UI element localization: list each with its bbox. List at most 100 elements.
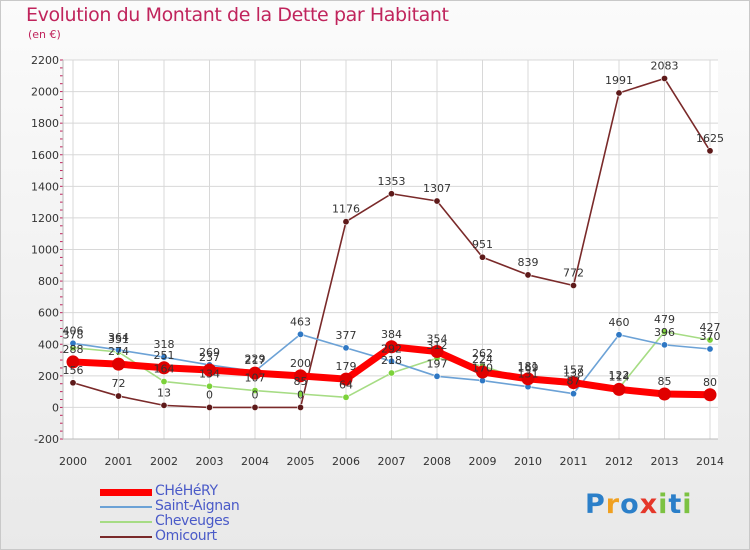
series-0-data-label: 237 [199, 351, 220, 364]
series-3-point [706, 147, 714, 155]
series-1-data-label: 370 [700, 330, 721, 343]
x-tick-label: 2002 [150, 455, 178, 468]
series-0-point [157, 361, 171, 375]
series-3-data-label: 1625 [696, 132, 724, 145]
series-1-data-label: 131 [518, 368, 539, 381]
series-layer [66, 74, 717, 411]
series-1-data-label: 406 [63, 324, 84, 337]
y-tick-label: 1200 [31, 212, 59, 225]
series-0-data-label: 288 [63, 343, 84, 356]
x-tick-label: 2013 [651, 455, 679, 468]
series-2-data-label: 85 [294, 375, 308, 388]
series-0-data-label: 251 [154, 349, 175, 362]
series-3-data-label: 13 [157, 386, 171, 399]
x-tick-label: 2001 [105, 455, 133, 468]
series-3-data-label: 1307 [423, 182, 451, 195]
series-0-data-label: 274 [108, 345, 129, 358]
series-1-data-label: 396 [654, 326, 675, 339]
y-tick-label: 1800 [31, 117, 59, 130]
series-0-point [703, 388, 717, 402]
y-tick-label: 2000 [31, 86, 59, 99]
series-3-point [433, 197, 441, 205]
series-2-data-label: 427 [700, 321, 721, 334]
series-0-data-label: 217 [245, 354, 266, 367]
series-1-data-label: 463 [290, 315, 311, 328]
series-3-point [296, 403, 304, 411]
y-tick-label: 600 [38, 307, 59, 320]
data-labels: 156 72 13 0 0 0 1176 1353 1307 951 839 772 1991 2083 1… [63, 59, 725, 401]
legend-swatch [100, 506, 152, 508]
series-1-data-label: 197 [427, 357, 448, 370]
series-0-point [658, 387, 671, 401]
series-0-point [476, 365, 489, 379]
series-1-point [615, 331, 623, 339]
proxiti-logo: Proxiti [585, 489, 693, 520]
series-1-data-label: 364 [108, 331, 129, 344]
series-1-point [69, 339, 77, 347]
series-1-point [342, 344, 350, 352]
series-1-point [569, 390, 577, 398]
axes: -200020040060080010001200140016001800200… [31, 54, 724, 468]
x-tick-label: 2004 [241, 455, 269, 468]
series-0-point [203, 363, 216, 377]
series-0-point [248, 366, 262, 380]
series-0-point [430, 345, 444, 359]
series-2-data-label: 262 [472, 347, 493, 360]
logo-letter: x [639, 489, 659, 520]
series-2-data-label: 218 [381, 354, 402, 367]
series-2-data-label: 122 [609, 369, 630, 382]
series-3-data-label: 72 [112, 377, 126, 390]
x-tick-label: 2010 [514, 455, 542, 468]
legend-label: Saint-Aignan [155, 498, 240, 514]
series-3-data-label: 156 [63, 364, 84, 377]
x-tick-label: 2006 [332, 455, 360, 468]
series-1-data-label: 318 [154, 338, 175, 351]
series-3-point [387, 190, 395, 198]
series-3-point [615, 89, 623, 97]
series-0-data-label: 384 [381, 328, 402, 341]
legend-swatch [100, 521, 152, 523]
series-2-data-label: 164 [154, 363, 175, 376]
x-tick-label: 2008 [423, 455, 451, 468]
series-0-data-label: 179 [336, 360, 357, 373]
series-2-data-label: 134 [199, 367, 220, 380]
series-0-data-label: 80 [703, 376, 717, 389]
series-3-point [160, 401, 168, 409]
x-tick-label: 2009 [469, 455, 497, 468]
x-tick-label: 2003 [196, 455, 224, 468]
logo-letter: i [658, 489, 669, 520]
series-2-data-label: 138 [563, 367, 584, 380]
series-0-point [66, 355, 80, 369]
series-1-data-label: 170 [472, 362, 493, 375]
series-2-point [342, 393, 350, 401]
y-tick-label: 1600 [31, 149, 59, 162]
series-2-data-label: 312 [427, 339, 448, 352]
series-3-point [115, 392, 123, 400]
y-tick-label: 1400 [31, 180, 59, 193]
series-1-point [660, 341, 668, 349]
series-1-point [433, 372, 441, 380]
series-1-data-label: 87 [567, 375, 581, 388]
series-1-point [296, 330, 304, 338]
series-0-point [612, 382, 626, 396]
logo-letter: r [605, 489, 621, 520]
legend-swatch [100, 489, 152, 496]
series-3-point [206, 403, 214, 411]
logo-letter: P [585, 489, 606, 520]
series-3-data-label: 839 [518, 256, 539, 269]
series-0-data-label: 181 [518, 360, 539, 373]
series-0-point [294, 369, 307, 383]
series-2-data-label: 351 [108, 333, 129, 346]
series-0-point [112, 357, 125, 371]
chart-title: Evolution du Montant de la Dette par Hab… [26, 4, 449, 26]
series-3-data-label: 2083 [651, 59, 679, 72]
legend-label: CHéHéRY [155, 483, 218, 499]
series-1-data-label: 229 [245, 352, 266, 365]
series-2-point [660, 328, 668, 336]
series-0-data-label: 200 [290, 357, 311, 370]
series-1-data-label: 292 [381, 342, 402, 355]
series-2-data-label: 64 [339, 378, 353, 391]
series-3-data-label: 1991 [605, 74, 633, 87]
y-tick-label: 2200 [31, 54, 59, 67]
